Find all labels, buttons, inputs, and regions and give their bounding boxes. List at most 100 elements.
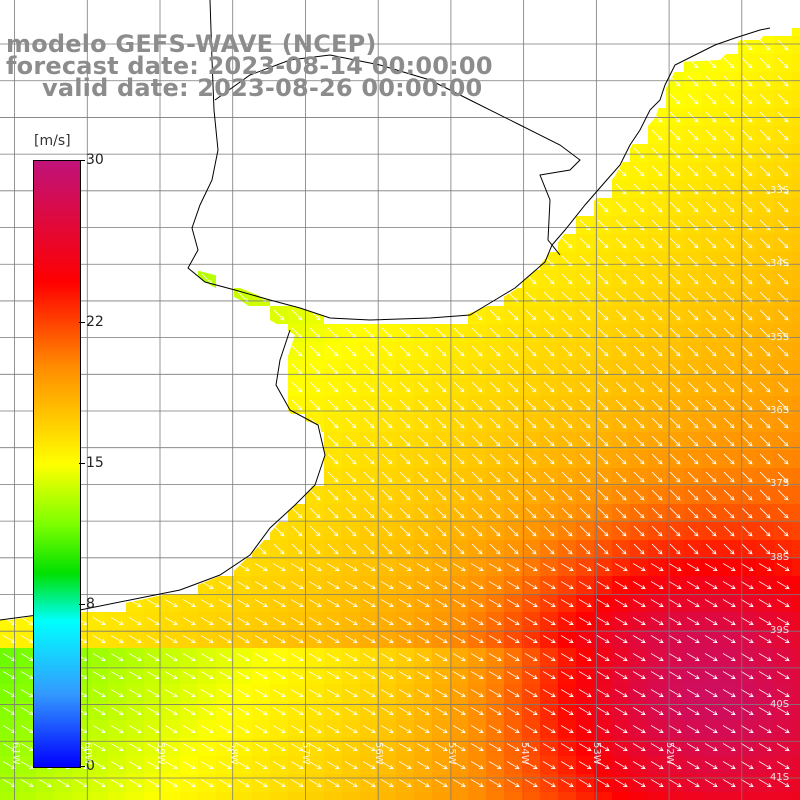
lon-label: 60W	[82, 742, 94, 765]
wind-arrow	[758, 725, 772, 733]
wind-arrow	[759, 489, 771, 501]
wind-cell	[792, 306, 800, 324]
wind-arrow	[200, 761, 214, 769]
wind-arrow	[398, 743, 412, 751]
wind-arrow	[471, 525, 483, 537]
wind-arrow	[705, 525, 717, 537]
colorbar-tick-label: 22	[86, 313, 104, 330]
wind-cell	[792, 324, 800, 342]
wind-arrow	[705, 201, 717, 213]
wind-arrow	[723, 381, 735, 393]
wind-arrow	[182, 599, 196, 607]
wind-cell	[792, 540, 800, 558]
wind-arrow	[236, 779, 250, 787]
wind-arrow	[362, 635, 376, 643]
wind-arrow	[669, 183, 681, 195]
colorbar	[33, 160, 81, 768]
wind-arrow	[650, 689, 664, 697]
wind-arrow	[327, 507, 339, 519]
lat-label: 38S	[770, 551, 790, 563]
wind-arrow	[489, 543, 501, 555]
wind-arrow	[722, 617, 736, 625]
wind-arrow	[417, 435, 429, 447]
wind-arrow	[615, 381, 627, 393]
wind-arrow	[525, 471, 537, 483]
wind-arrow	[470, 707, 484, 715]
wind-arrow	[596, 671, 610, 679]
wind-arrow	[344, 563, 358, 571]
wind-arrow	[723, 309, 735, 321]
wind-arrow	[651, 237, 663, 249]
wind-arrow	[741, 165, 753, 177]
wind-arrow	[759, 165, 771, 177]
wind-arrow	[561, 399, 573, 411]
wind-arrow	[92, 689, 106, 697]
forecast-date: forecast date: 2023-08-14 00:00:00	[6, 52, 493, 80]
wind-arrow	[723, 93, 735, 105]
wind-arrow	[290, 707, 304, 715]
wind-arrow	[723, 471, 735, 483]
wind-arrow	[416, 617, 430, 625]
wind-arrow	[128, 707, 142, 715]
wind-arrow	[417, 345, 429, 357]
wind-arrow	[597, 417, 609, 429]
wind-arrow	[363, 507, 375, 519]
wind-arrow	[471, 345, 483, 357]
wind-arrow	[777, 381, 789, 393]
wind-cell	[792, 738, 800, 756]
wind-arrow	[417, 417, 429, 429]
wind-arrow	[488, 689, 502, 697]
wind-arrow	[758, 743, 772, 751]
wind-cell	[36, 792, 54, 800]
wind-arrow	[651, 435, 663, 447]
wind-arrow	[380, 581, 394, 589]
wind-arrow	[561, 273, 573, 285]
wind-arrow	[290, 599, 304, 607]
wind-arrow	[254, 743, 268, 751]
wind-cell	[792, 576, 800, 594]
wind-arrow	[561, 309, 573, 321]
wind-arrow	[470, 635, 484, 643]
wind-cell	[72, 792, 90, 800]
wind-arrow	[344, 617, 358, 625]
wind-arrow	[758, 671, 772, 679]
wind-arrow	[362, 779, 376, 787]
wind-arrow	[632, 599, 646, 607]
wind-arrow	[524, 635, 538, 643]
wind-arrow	[669, 435, 681, 447]
wind-arrow	[687, 417, 699, 429]
wind-arrow	[741, 489, 753, 501]
wind-arrow	[236, 761, 250, 769]
wind-arrow	[633, 309, 645, 321]
wind-arrow	[776, 635, 790, 643]
wind-arrow	[596, 743, 610, 751]
wind-arrow	[723, 525, 735, 537]
wind-arrow	[434, 599, 448, 607]
wind-arrow	[687, 507, 699, 519]
wind-arrow	[236, 599, 250, 607]
wind-arrow	[2, 653, 16, 661]
wind-arrow	[614, 707, 628, 715]
wind-arrow	[363, 453, 375, 465]
wind-arrow	[434, 761, 448, 769]
wind-arrow	[417, 381, 429, 393]
wind-arrow	[236, 707, 250, 715]
wind-arrow	[758, 779, 772, 787]
wind-arrow	[128, 761, 142, 769]
wind-arrow	[633, 165, 645, 177]
wind-arrow	[651, 345, 663, 357]
wind-arrow	[705, 471, 717, 483]
wind-arrow	[687, 111, 699, 123]
wind-arrow	[777, 273, 789, 285]
wind-arrow	[614, 653, 628, 661]
wind-arrow	[363, 543, 375, 555]
wind-arrow	[668, 563, 682, 571]
wind-arrow	[327, 381, 339, 393]
wind-arrow	[489, 345, 501, 357]
wind-arrow	[633, 183, 645, 195]
wind-arrow	[561, 417, 573, 429]
wind-arrow	[722, 743, 736, 751]
wind-cell	[378, 792, 396, 800]
wind-arrow	[291, 381, 303, 393]
wind-cell	[792, 720, 800, 738]
